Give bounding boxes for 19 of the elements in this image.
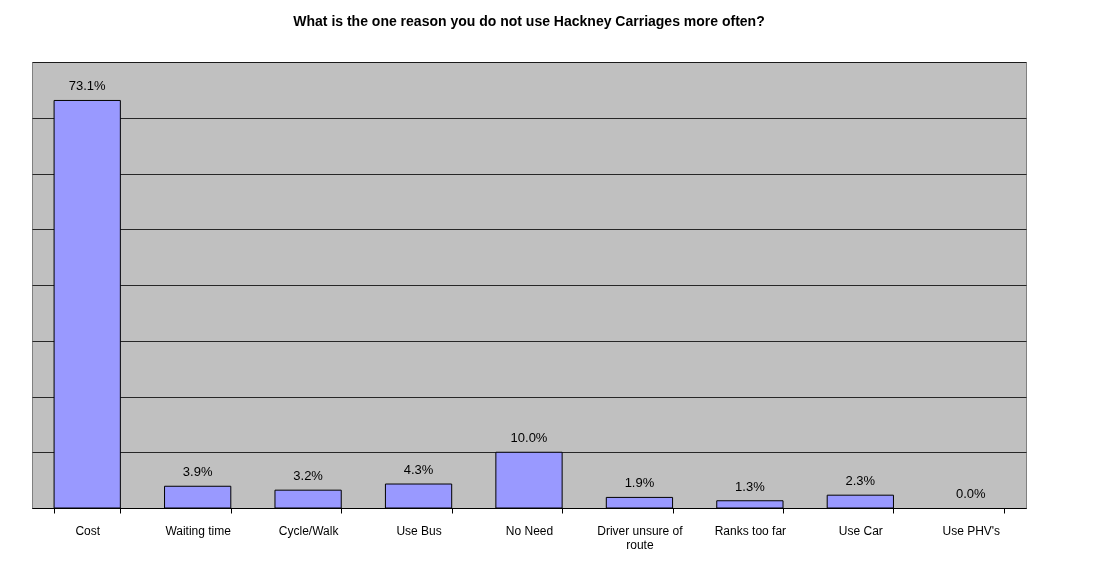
chart-title: What is the one reason you do not use Hackney Carriages more often? <box>293 13 765 29</box>
data-label: 3.9% <box>182 464 213 480</box>
data-label: 4.3% <box>403 462 434 478</box>
x-tick-label: Use Car <box>838 523 883 538</box>
x-tick-label: Cost <box>75 523 101 538</box>
data-label: 1.9% <box>624 475 655 491</box>
data-label: 1.3% <box>735 478 766 494</box>
data-label: 3.2% <box>293 468 324 484</box>
x-tick-label: Ranks too far <box>714 523 787 538</box>
x-tick-label: Driver unsure of route <box>597 523 684 552</box>
data-label: 2.3% <box>845 473 876 489</box>
data-label: 0.0% <box>955 486 987 501</box>
x-tick-label: Use PHV's <box>942 523 1001 538</box>
x-tick-label: Cycle/Walk <box>278 523 340 538</box>
data-label: 10.0% <box>510 430 548 446</box>
x-tick-label: Use Bus <box>396 523 442 538</box>
data-label: 73.1% <box>68 78 107 94</box>
x-tick-label: No Need <box>505 523 554 538</box>
x-tick-label: Waiting time <box>165 523 232 538</box>
